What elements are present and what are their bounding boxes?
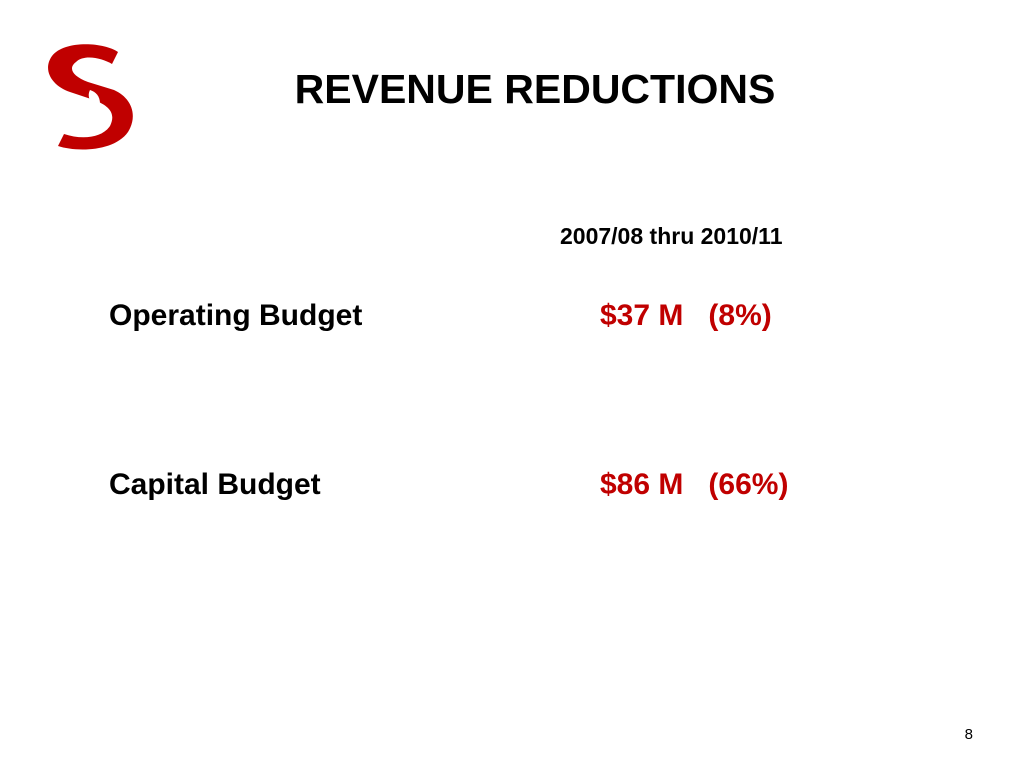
operating-budget-value: $37 M (8%) [600, 298, 772, 334]
capital-budget-value: $86 M (66%) [600, 467, 788, 503]
slide-number: 8 [964, 726, 973, 743]
capital-budget-amount: $86 M [600, 468, 684, 501]
operating-budget-label: Operating Budget [109, 299, 363, 332]
operating-budget-percent: (8%) [708, 299, 772, 332]
s-apple-logo-icon [48, 44, 133, 150]
operating-budget-amount: $37 M [600, 299, 684, 332]
logo-stem [90, 99, 98, 113]
slide-title: REVENUE REDUCTIONS [294, 66, 776, 112]
capital-budget-percent: (66%) [708, 468, 789, 501]
capital-budget-label: Capital Budget [109, 468, 321, 501]
period-column-header: 2007/08 thru 2010/11 [560, 223, 783, 249]
